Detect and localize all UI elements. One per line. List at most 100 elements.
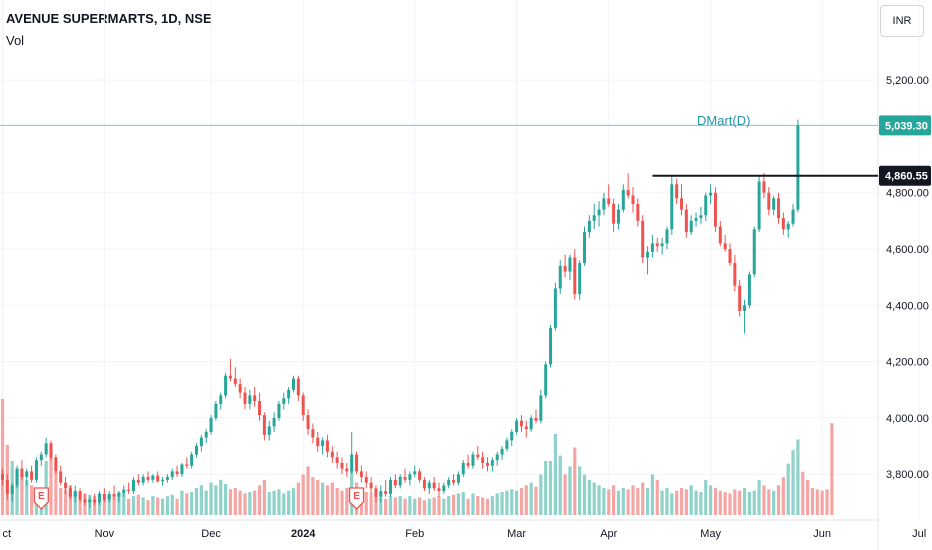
volume-bar — [466, 498, 470, 515]
volume-bar — [786, 463, 790, 515]
volume-bar — [587, 479, 591, 515]
candle-body — [524, 426, 528, 430]
candle-body — [573, 257, 577, 295]
candle-body — [209, 417, 213, 432]
volume-bar — [689, 485, 693, 515]
volume-bar — [558, 455, 562, 515]
volume-bar — [636, 488, 640, 515]
volume-bar — [471, 493, 475, 515]
volume-bar — [476, 496, 480, 515]
candle-body — [88, 499, 92, 503]
volume-bar — [621, 488, 625, 515]
candle-body — [180, 464, 184, 475]
candle-body — [379, 491, 383, 497]
volume-bar — [825, 489, 829, 515]
volume-bar — [679, 488, 684, 515]
volume-bar — [180, 490, 184, 515]
volume-bar — [578, 466, 582, 515]
earnings-marker-icon — [33, 487, 49, 510]
candle-body — [49, 443, 53, 458]
volume-bar — [112, 497, 116, 515]
candle-body — [107, 493, 111, 500]
candle-body — [98, 493, 101, 503]
time-axis[interactable]: ct Nov Dec 2024 Feb Mar Apr May Jun Jul — [3, 528, 927, 540]
candle-body — [102, 493, 106, 500]
candle-body — [510, 432, 514, 441]
volume-bar — [539, 474, 543, 515]
volume-bar — [219, 479, 223, 515]
candle-body — [452, 479, 456, 483]
x-tick-label: Apr — [600, 528, 617, 540]
volume-bar — [422, 500, 427, 515]
candle-body — [117, 492, 121, 497]
volume-bar — [529, 482, 533, 515]
volume-bar — [694, 490, 698, 515]
candle-body — [631, 195, 635, 204]
candle-body — [718, 226, 722, 244]
candle-body — [170, 471, 174, 478]
volume-bar — [582, 474, 587, 515]
candle-body — [403, 477, 407, 480]
candle-body — [175, 471, 179, 475]
candle-body — [296, 378, 300, 396]
candle-body — [694, 218, 698, 221]
volume-bar — [93, 496, 97, 515]
volume-bar — [801, 471, 805, 515]
candle-body — [292, 378, 295, 390]
candle-body — [277, 403, 281, 418]
volume-bar — [301, 474, 305, 515]
volume-bar — [733, 489, 737, 515]
volume-bar — [456, 493, 460, 515]
candle-body — [796, 125, 800, 210]
candle-body — [64, 482, 68, 489]
volume-bar — [534, 486, 538, 515]
volume-bar — [660, 490, 664, 515]
volume-bar — [306, 466, 310, 515]
volume-bar — [481, 497, 485, 515]
candle-body — [141, 477, 145, 483]
volume-bar — [335, 488, 339, 515]
volume-bar — [194, 488, 199, 515]
volume-bar — [747, 492, 751, 515]
volume-bar — [131, 496, 136, 515]
candle-body — [185, 464, 189, 466]
candle-body — [345, 468, 349, 472]
candle-body — [122, 489, 126, 493]
candlestick-series — [1, 119, 800, 508]
volume-bar — [117, 493, 121, 515]
volume-bar — [684, 489, 688, 515]
volume-bar — [655, 479, 659, 515]
candle-body — [723, 243, 727, 250]
candle-body — [224, 375, 228, 396]
volume-bar — [650, 474, 654, 515]
volume-bar — [214, 485, 218, 515]
candle-body — [20, 468, 24, 478]
candle-body — [762, 181, 766, 193]
volume-bar — [233, 488, 237, 515]
candle-body — [486, 462, 489, 466]
price-axis[interactable]: 5,200.00 4,800.00 4,600.00 4,400.00 4,200.00… — [879, 75, 931, 481]
volume-bar — [127, 498, 131, 515]
candle-body — [335, 457, 339, 463]
volume-bar — [490, 496, 494, 515]
candle-body — [384, 491, 388, 494]
candle-body — [767, 192, 771, 210]
volume-bar — [340, 490, 344, 515]
candle-body — [558, 265, 562, 289]
volume-bar — [369, 493, 373, 515]
volume-bar — [156, 497, 160, 515]
candle-body — [1, 474, 4, 480]
volume-bar — [442, 498, 446, 515]
volume-bar — [461, 492, 465, 515]
volume-bar — [257, 485, 262, 515]
volume-bar — [345, 488, 349, 515]
candle-body — [689, 220, 693, 233]
candle-body — [243, 392, 247, 404]
volume-bar — [287, 490, 291, 515]
candle-body — [636, 204, 640, 221]
currency-selector[interactable]: INR — [880, 5, 924, 37]
volume-bar — [30, 485, 34, 515]
volume-bar — [107, 496, 111, 515]
